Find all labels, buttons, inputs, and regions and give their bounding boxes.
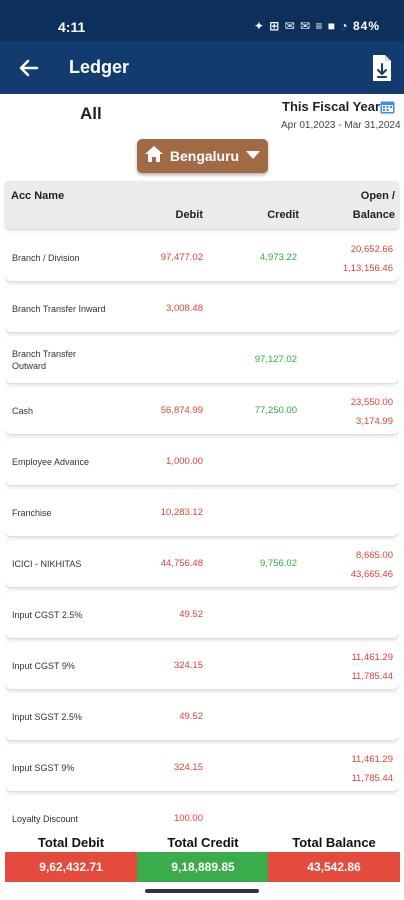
total-balance-label: Total Balance xyxy=(292,835,376,850)
total-credit-value: 9,18,889.85 xyxy=(137,852,269,882)
total-balance-value: 43,542.86 xyxy=(268,852,400,882)
col-acc-name: Acc Name xyxy=(11,190,65,202)
calendar-icon[interactable] xyxy=(380,100,395,114)
row-credit: 97,127.02 xyxy=(254,354,297,365)
row-account-name: Input SGST 2.5% xyxy=(12,711,82,722)
row-debit: 3,008.48 xyxy=(166,303,203,314)
status-bar: 4:11 ✦ ⊞ ✉ ✉ ≡ ■ ◔ 84% xyxy=(0,0,404,41)
row-open: 23,550.00 xyxy=(350,397,393,408)
ledger-row[interactable]: Branch Transfer Inward 3,008.48 xyxy=(5,285,399,332)
row-balance: 1,13,156.46 xyxy=(342,263,393,274)
gesture-nav-bar xyxy=(0,886,404,900)
row-open: 11,461.29 xyxy=(351,652,393,663)
ledger-row[interactable]: Input SGST 9% 324.15 11,461.29 11,785.44 xyxy=(5,744,399,791)
col-credit: Credit xyxy=(267,209,299,221)
notification-icons: ✦ ⊞ ✉ ✉ ≡ ■ ◔ xyxy=(253,19,349,33)
row-account-name: Franchise xyxy=(12,507,52,518)
row-debit: 10,283.12 xyxy=(160,507,203,518)
row-credit: 9,756.02 xyxy=(260,558,297,569)
row-account-name: Branch Transfer Outward xyxy=(12,348,77,371)
ledger-row[interactable]: Employee Advance 1,000.00 xyxy=(5,438,399,485)
home-gesture-handle[interactable] xyxy=(145,889,259,893)
row-balance: 11,785.44 xyxy=(351,671,393,682)
branch-selector-button[interactable]: Bengaluru xyxy=(137,139,268,173)
ledger-list[interactable]: Branch / Division 97,477.02 4,973.22 20,… xyxy=(5,232,399,829)
page-title: Ledger xyxy=(69,57,130,77)
total-debit-value: 9,62,432.71 xyxy=(5,852,137,882)
home-icon xyxy=(144,145,164,168)
ledger-row[interactable]: Branch / Division 97,477.02 4,973.22 20,… xyxy=(5,234,399,281)
row-credit: 77,250.00 xyxy=(254,405,297,416)
status-icons: ✦ ⊞ ✉ ✉ ≡ ■ ◔ 84% xyxy=(254,19,380,33)
row-account-name: Cash xyxy=(12,405,34,416)
row-account-name: ICICI - NIKHITAS xyxy=(12,558,82,569)
row-account-name: Input SGST 9% xyxy=(12,762,75,773)
row-debit: 1,000.00 xyxy=(166,456,203,467)
row-debit: 49.52 xyxy=(179,711,203,722)
ledger-row[interactable]: Branch Transfer Outward 97,127.02 xyxy=(5,336,399,383)
ledger-row[interactable]: Input CGST 9% 324.15 11,461.29 11,785.44 xyxy=(5,642,399,689)
row-account-name: Branch Transfer Inward xyxy=(12,303,106,314)
status-time: 4:11 xyxy=(58,19,86,35)
ledger-row[interactable]: Cash 56,874.99 77,250.00 23,550.00 3,174… xyxy=(5,387,399,434)
ledger-row[interactable]: Input CGST 2.5% 49.52 xyxy=(5,591,399,638)
app-bar: Ledger xyxy=(0,41,404,94)
account-filter[interactable]: All xyxy=(80,104,102,123)
total-credit-label: Total Credit xyxy=(167,835,239,850)
row-account-name: Employee Advance xyxy=(12,456,90,467)
row-open: 11,461.29 xyxy=(351,754,393,765)
branch-name: Bengaluru xyxy=(169,148,240,164)
col-balance: Balance xyxy=(352,209,395,221)
row-debit: 100.00 xyxy=(173,813,203,824)
ledger-row[interactable]: Franchise 10,283.12 xyxy=(5,489,399,536)
ledger-row[interactable]: ICICI - NIKHITAS 44,756.48 9,756.02 8,66… xyxy=(5,540,399,587)
ledger-row[interactable]: Input SGST 2.5% 49.52 xyxy=(5,693,399,740)
ledger-table-header: Acc Name Debit Credit Open / Balance xyxy=(5,181,399,229)
row-open: 8,665.00 xyxy=(356,550,393,561)
col-open: Open / xyxy=(360,190,395,202)
row-debit: 324.15 xyxy=(173,660,203,671)
row-credit: 4,973.22 xyxy=(260,252,297,263)
total-debit-label: Total Debit xyxy=(37,835,105,850)
row-debit: 97,477.02 xyxy=(160,252,203,263)
row-open: 20,652.66 xyxy=(350,244,393,255)
row-debit: 44,756.48 xyxy=(160,558,203,569)
ledger-row[interactable]: Loyalty Discount 100.00 xyxy=(5,795,399,829)
row-account-name: Loyalty Discount xyxy=(12,813,79,824)
fiscal-year-selector[interactable]: This Fiscal Year xyxy=(282,99,381,114)
row-debit: 49.52 xyxy=(179,609,203,620)
totals-footer: Total Debit Total Credit Total Balance 9… xyxy=(0,830,404,886)
row-account-name: Branch / Division xyxy=(12,252,80,263)
col-debit: Debit xyxy=(175,209,204,221)
battery-level: 84% xyxy=(352,19,380,33)
row-balance: 3,174.99 xyxy=(356,416,393,427)
row-account-name: Input CGST 2.5% xyxy=(12,609,83,620)
fiscal-date-range: Apr 01,2023 - Mar 31,2024 xyxy=(281,120,401,131)
row-debit: 324.15 xyxy=(173,762,203,773)
dropdown-caret-icon xyxy=(245,147,261,165)
row-account-name: Input CGST 9% xyxy=(12,660,75,671)
download-pdf-icon[interactable] xyxy=(370,53,394,83)
back-arrow-icon[interactable] xyxy=(14,53,44,83)
row-balance: 11,785.44 xyxy=(351,773,393,784)
row-balance: 43,665.46 xyxy=(350,569,393,580)
row-debit: 56,874.99 xyxy=(160,405,203,416)
